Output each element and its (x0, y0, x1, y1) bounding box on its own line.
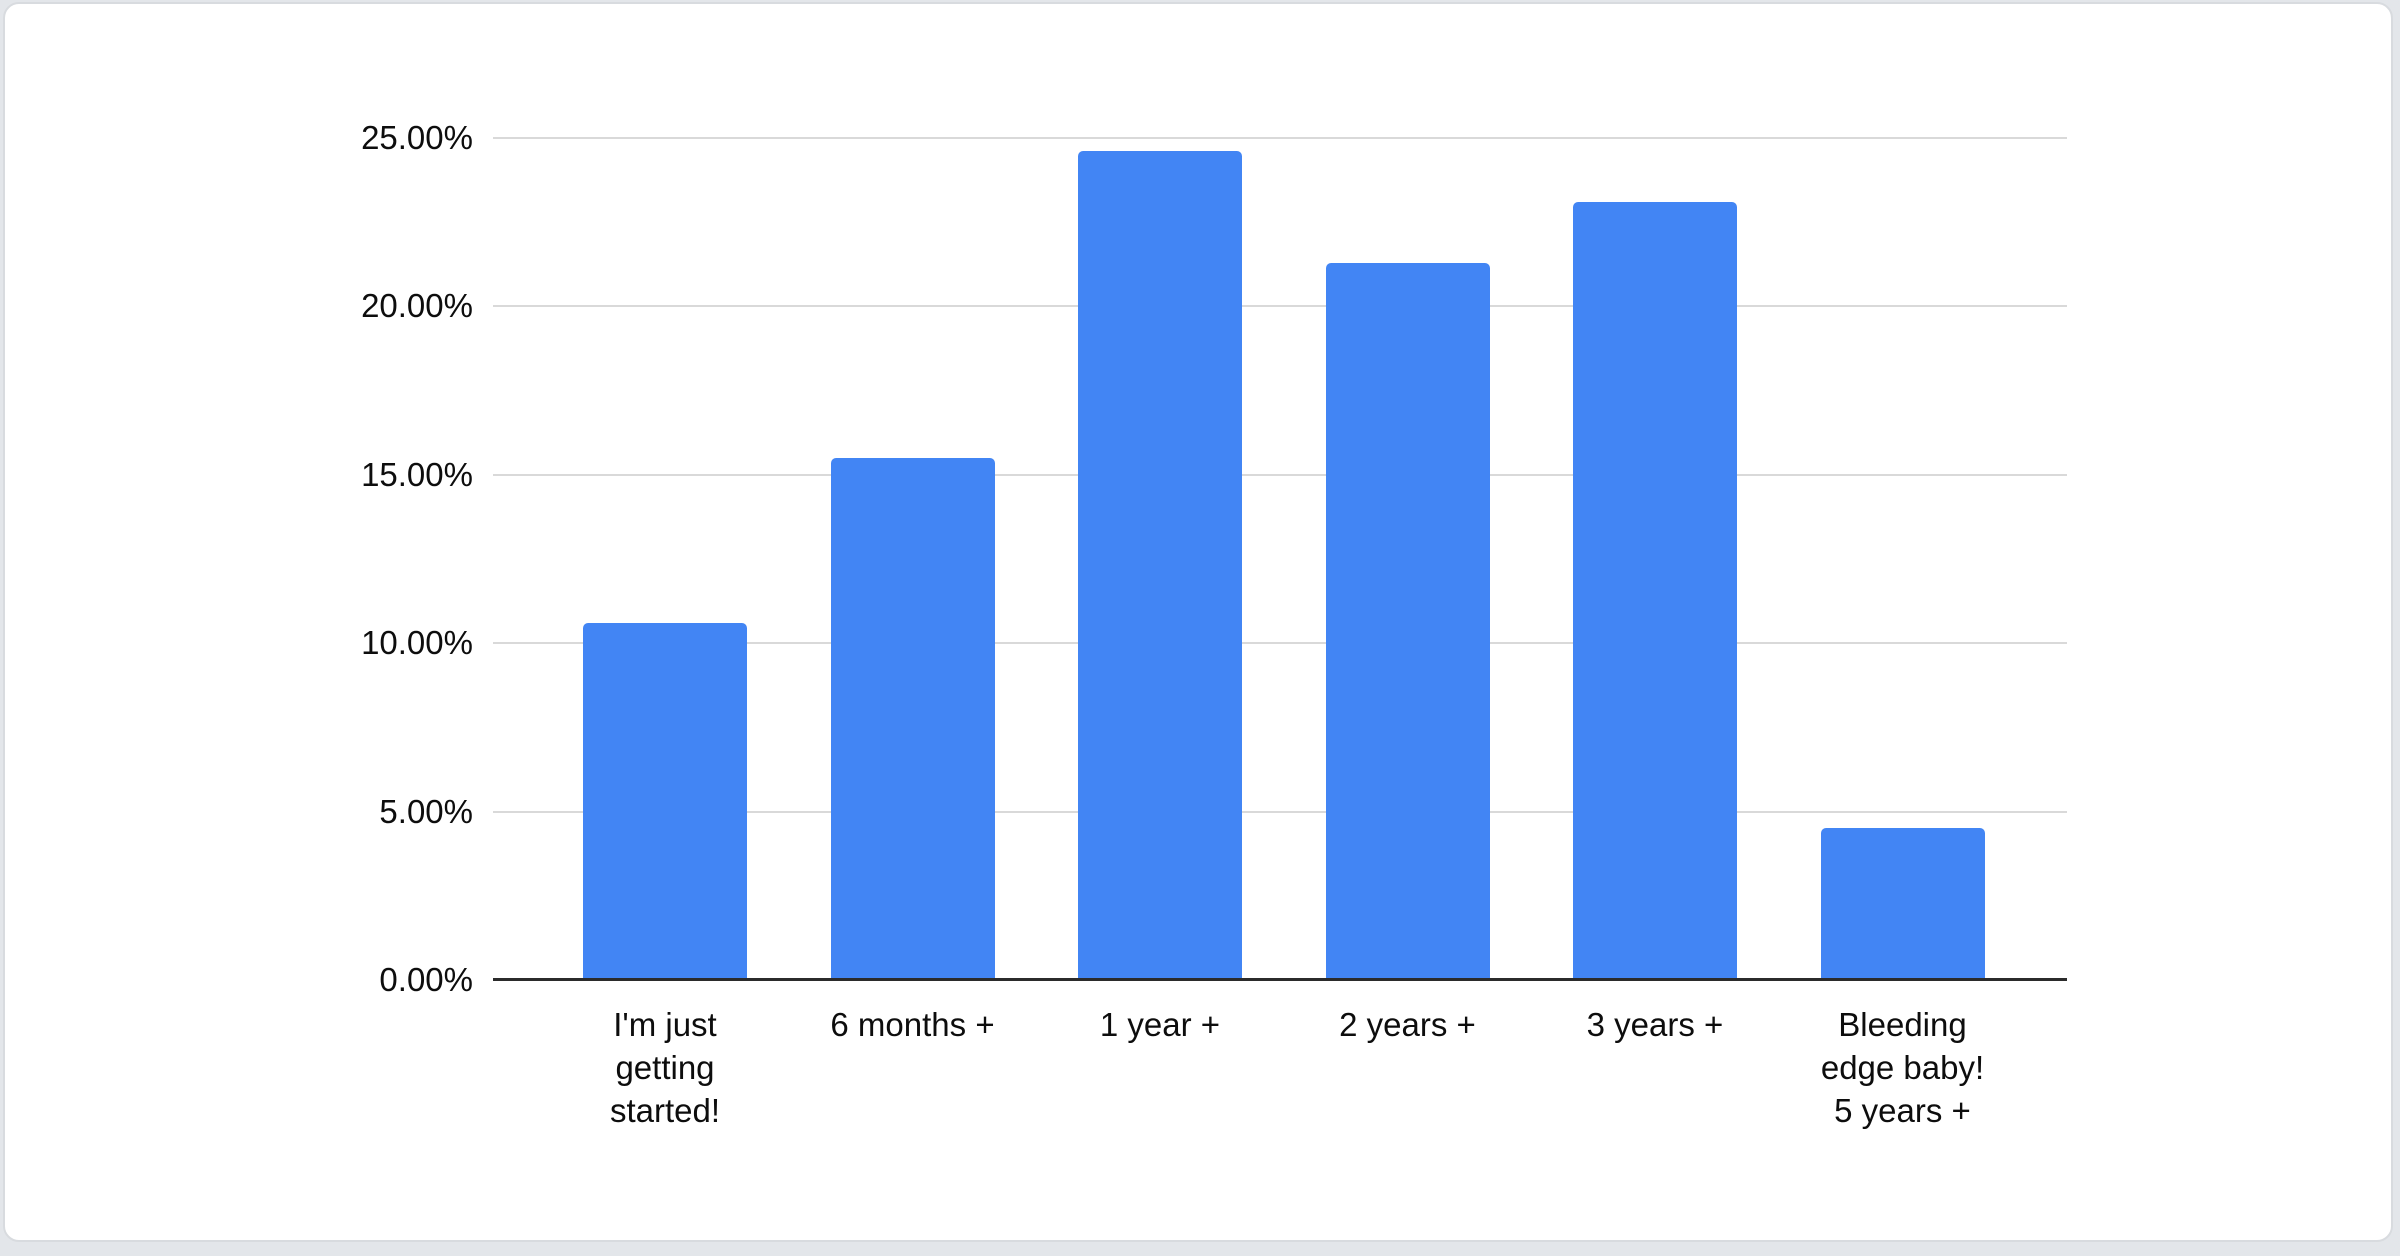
x-category-label-line: 2 years + (1339, 1006, 1476, 1043)
gridline-20 (493, 305, 2067, 308)
x-category-label-line: 1 year + (1099, 1006, 1221, 1043)
bar-4[interactable] (1573, 202, 1737, 980)
plot-area (493, 137, 2067, 981)
x-category-label-line: 3 years + (1586, 1006, 1724, 1043)
x-category-label-line: I'm just (613, 1006, 717, 1043)
y-tick-label-5: 5.00% (379, 792, 473, 830)
x-category-label-4: 3 years + (1515, 1003, 1795, 1046)
gridline-15 (493, 473, 2067, 476)
y-tick-label-15: 15.00% (361, 455, 473, 493)
x-category-label-2: 1 year + (1020, 1003, 1300, 1046)
x-category-label-line: started! (609, 1092, 721, 1129)
x-category-label-line: edge baby! (1820, 1049, 1985, 1086)
x-category-label-1: 6 months + (773, 1003, 1053, 1046)
bar-1[interactable] (830, 457, 995, 980)
x-category-label-line: 6 months + (830, 1006, 995, 1043)
x-category-label-line: Bleeding (1838, 1006, 1967, 1043)
gridline-25 (493, 137, 2067, 139)
bar-5[interactable] (1820, 828, 1985, 980)
x-category-label-3: 2 years + (1268, 1003, 1548, 1046)
bar-2[interactable] (1078, 151, 1242, 980)
y-tick-label-0: 0.00% (379, 961, 473, 998)
gridline-10 (493, 642, 2067, 645)
y-tick-label-20: 20.00% (361, 287, 473, 325)
x-category-label-line: 5 years + (1834, 1092, 1971, 1129)
bar-3[interactable] (1325, 262, 1490, 980)
bar-0[interactable] (583, 623, 747, 980)
x-category-label-0: I'm just getting started! (525, 1003, 805, 1132)
gridline-5 (493, 810, 2067, 813)
x-category-label-line: getting (615, 1049, 715, 1086)
x-axis-line (493, 978, 2067, 981)
y-tick-label-10: 10.00% (361, 624, 473, 662)
x-category-label-5: Bleeding edge baby! 5 years + (1763, 1003, 2043, 1132)
y-tick-label-25: 25.00% (361, 119, 473, 156)
